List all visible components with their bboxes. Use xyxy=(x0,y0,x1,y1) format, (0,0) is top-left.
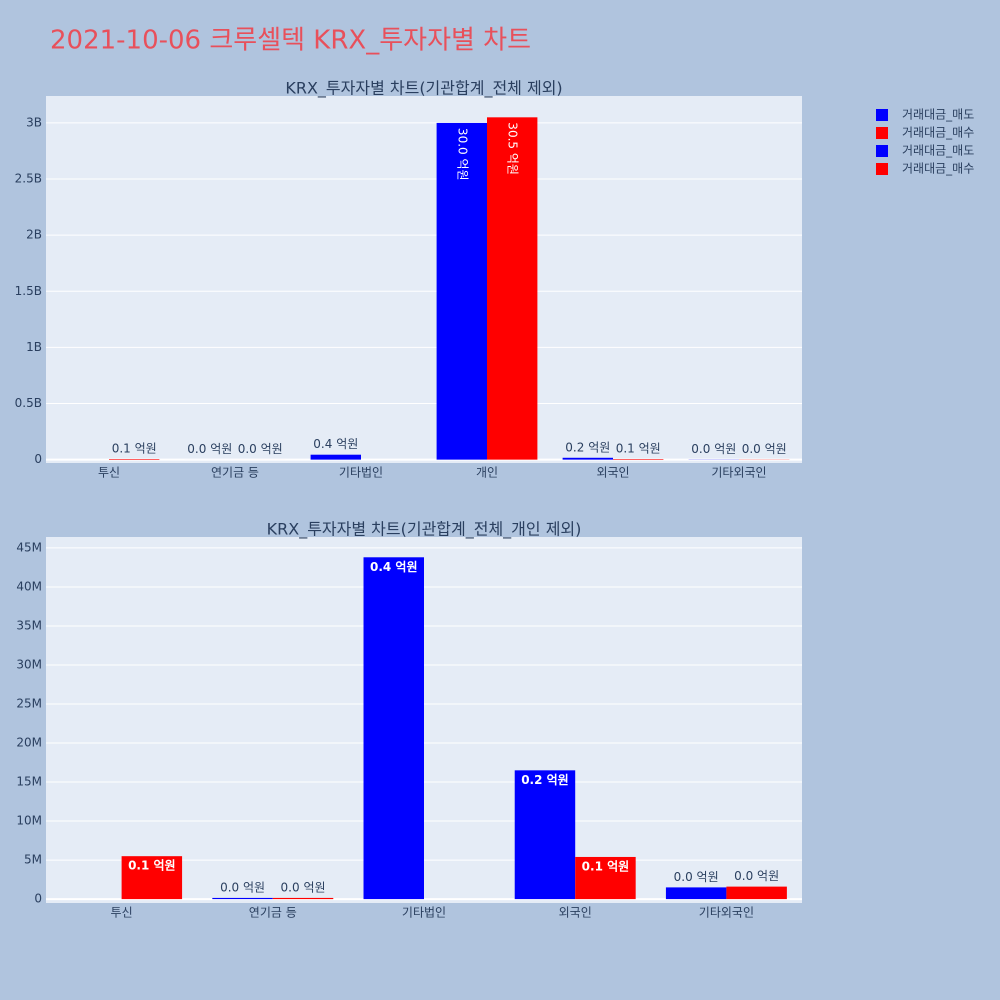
y-tick-label: 0.5B xyxy=(15,396,42,410)
data-label: 0.2 억원 xyxy=(521,773,569,787)
chart-title: KRX_투자자별 차트(기관합계_전체_개인 제외) xyxy=(267,520,582,540)
bar xyxy=(665,887,727,900)
bar xyxy=(109,459,160,460)
legend-label: 거래대금_매도 xyxy=(902,144,974,158)
bar xyxy=(121,856,183,900)
x-tick-label: 연기금 등 xyxy=(211,466,259,480)
data-label: 30.0 억원 xyxy=(455,128,469,181)
bar xyxy=(726,886,787,900)
plot-area xyxy=(46,96,802,463)
y-tick-label: 30M xyxy=(16,657,42,671)
x-tick-label: 투신 xyxy=(111,906,133,920)
legend-swatch xyxy=(876,163,888,175)
y-tick-label: 2B xyxy=(26,228,42,242)
bar xyxy=(487,117,538,460)
data-label: 0.0 억원 xyxy=(281,880,326,894)
data-label: 0.0 억원 xyxy=(238,442,283,456)
y-tick-label: 3B xyxy=(26,115,42,129)
y-tick-label: 10M xyxy=(16,814,42,828)
y-tick-label: 45M xyxy=(16,540,42,554)
bar xyxy=(310,454,361,460)
x-tick-label: 기타외국인 xyxy=(699,906,754,920)
data-label: 0.4 억원 xyxy=(370,560,418,574)
y-tick-label: 2.5B xyxy=(15,172,42,186)
y-tick-label: 20M xyxy=(16,736,42,750)
data-label: 0.1 억원 xyxy=(112,442,157,456)
y-tick-label: 40M xyxy=(16,579,42,593)
legend-label: 거래대금_매수 xyxy=(902,126,974,140)
data-label: 0.4 억원 xyxy=(313,437,358,451)
y-tick-label: 35M xyxy=(16,618,42,632)
x-tick-label: 기타외국인 xyxy=(711,466,766,480)
data-label: 0.0 억원 xyxy=(187,442,232,456)
data-label: 0.1 억원 xyxy=(582,859,630,873)
legend-label: 거래대금_매도 xyxy=(902,108,974,122)
x-tick-label: 연기금 등 xyxy=(249,906,297,920)
data-label: 0.0 억원 xyxy=(674,870,719,884)
data-label: 30.5 억원 xyxy=(506,122,520,175)
bar xyxy=(212,897,273,900)
page-title: 2021-10-06 크루셀텍 KRX_투자자별 차트 xyxy=(50,26,531,56)
data-label: 0.0 억원 xyxy=(742,442,787,456)
legend-label: 거래대금_매수 xyxy=(902,162,974,176)
bar xyxy=(363,557,424,900)
bar xyxy=(575,856,636,900)
data-label: 0.1 억원 xyxy=(128,859,176,873)
bar xyxy=(613,459,664,460)
data-label: 0.0 억원 xyxy=(220,880,265,894)
chart-title: KRX_투자자별 차트(기관합계_전체 제외) xyxy=(285,79,562,99)
x-tick-label: 기타법인 xyxy=(402,906,446,920)
data-label: 0.0 억원 xyxy=(734,869,779,883)
data-label: 0.2 억원 xyxy=(565,440,610,454)
x-tick-label: 개인 xyxy=(476,466,498,480)
bar xyxy=(272,897,334,900)
x-tick-label: 투신 xyxy=(98,466,120,480)
x-tick-label: 외국인 xyxy=(596,466,629,480)
y-tick-label: 0 xyxy=(34,452,42,466)
data-label: 0.0 억원 xyxy=(691,442,736,456)
y-tick-label: 15M xyxy=(16,775,42,789)
legend-swatch xyxy=(876,127,888,139)
data-label: 0.1 억원 xyxy=(616,442,661,456)
bar xyxy=(514,770,576,900)
bar xyxy=(562,457,613,460)
y-tick-label: 5M xyxy=(24,853,42,867)
bar xyxy=(436,122,487,460)
legend-swatch xyxy=(876,109,888,121)
y-tick-label: 25M xyxy=(16,697,42,711)
x-tick-label: 외국인 xyxy=(559,906,592,920)
x-tick-label: 기타법인 xyxy=(339,466,383,480)
y-tick-label: 0 xyxy=(34,892,42,906)
y-tick-label: 1B xyxy=(26,340,42,354)
y-tick-label: 1.5B xyxy=(15,284,42,298)
legend-swatch xyxy=(876,145,888,157)
